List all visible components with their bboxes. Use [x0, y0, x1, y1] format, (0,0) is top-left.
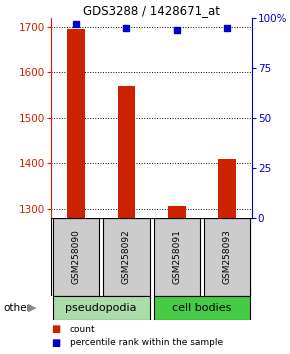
Bar: [218, 159, 236, 218]
Bar: [153, 218, 200, 296]
Bar: [168, 206, 186, 218]
Bar: [103, 218, 150, 296]
Bar: [153, 296, 250, 320]
Title: GDS3288 / 1428671_at: GDS3288 / 1428671_at: [83, 4, 220, 17]
Text: GSM258092: GSM258092: [122, 229, 131, 284]
Text: percentile rank within the sample: percentile rank within the sample: [70, 338, 223, 347]
Text: ■: ■: [51, 338, 60, 348]
Text: ▶: ▶: [28, 303, 37, 313]
Text: cell bodies: cell bodies: [172, 303, 232, 313]
Bar: [67, 29, 85, 218]
Bar: [117, 86, 135, 218]
Text: pseudopodia: pseudopodia: [65, 303, 137, 313]
Text: GSM258093: GSM258093: [223, 229, 232, 284]
Text: other: other: [3, 303, 31, 313]
Bar: [53, 296, 150, 320]
Text: GSM258090: GSM258090: [71, 229, 80, 284]
Text: GSM258091: GSM258091: [172, 229, 181, 284]
Text: count: count: [70, 325, 95, 334]
Bar: [53, 218, 99, 296]
Bar: [204, 218, 250, 296]
Text: ■: ■: [51, 324, 60, 335]
